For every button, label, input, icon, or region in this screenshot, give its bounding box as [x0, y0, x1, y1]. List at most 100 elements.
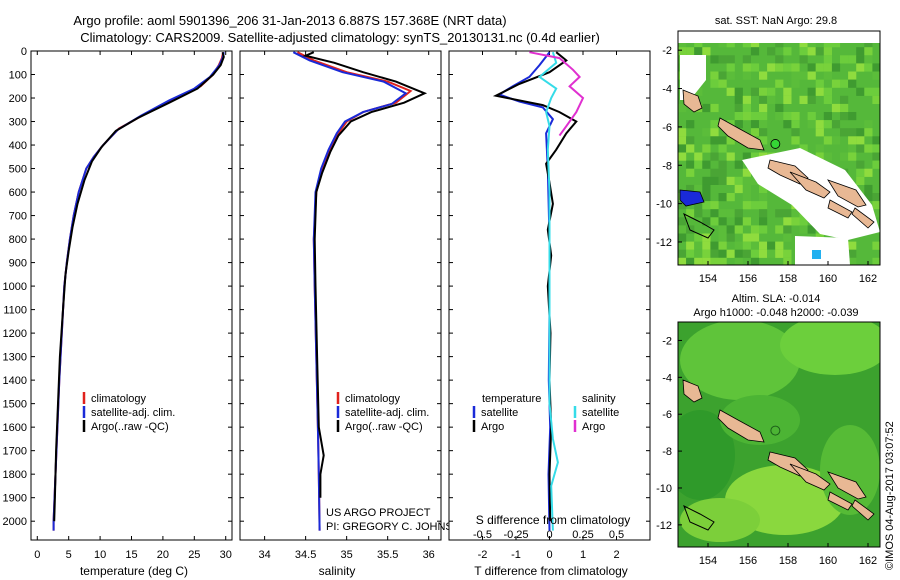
sst-texture-tile	[864, 47, 873, 56]
sst-texture-tile	[759, 241, 768, 250]
sst-texture-tile	[694, 87, 703, 96]
sla-map-frame	[677, 321, 881, 548]
sst-texture-tile	[759, 217, 768, 226]
sst-texture-tile	[686, 160, 695, 169]
map-x-tick-label: 162	[859, 555, 877, 567]
sst-texture-tile	[872, 193, 880, 202]
y-tick-label: 800	[9, 234, 27, 246]
sst-texture-tile	[710, 55, 719, 64]
sst-texture-tile	[686, 120, 695, 129]
legend-sal-satellite-label: satellite	[582, 407, 619, 419]
argo-location-marker	[770, 139, 781, 149]
sst-texture-tile	[807, 39, 816, 48]
map-x-tick-label: 160	[819, 273, 837, 285]
sst-texture-tile	[783, 63, 792, 72]
sst-texture-tile	[750, 249, 760, 258]
salinity-legend: climatology satellite-adj. clim. Argo(..…	[336, 392, 429, 433]
x-tick-label: -2	[478, 549, 488, 561]
sst-texture-tile	[702, 217, 711, 226]
series-salinity-argo-line	[529, 51, 585, 137]
sst-texture-tile	[823, 95, 832, 104]
difference-xlabel: T difference from climatology	[474, 564, 628, 578]
sst-texture-tile	[783, 233, 792, 242]
sst-texture-tile	[742, 193, 751, 202]
sst-texture-tile	[710, 168, 719, 177]
sst-texture-tile	[718, 55, 727, 64]
y-tick-label: 500	[9, 164, 27, 176]
sst-cell-highlight	[812, 250, 821, 259]
sst-texture-tile	[775, 112, 784, 121]
sst-texture-tile	[815, 120, 824, 129]
sst-texture-tile	[872, 257, 880, 265]
map-y-tick-label: -2	[662, 45, 672, 57]
top-x-tick-label: 0.5	[609, 529, 624, 541]
sst-texture-tile	[678, 201, 687, 210]
sst-texture-tile	[783, 225, 792, 234]
sst-texture-tile	[726, 136, 735, 145]
sst-texture-tile	[750, 39, 760, 48]
x-tick-label: 35.5	[377, 549, 398, 561]
sst-texture-tile	[807, 47, 816, 56]
sst-texture-tile	[856, 63, 865, 72]
sst-texture-tile	[872, 87, 880, 96]
y-tick-label: 300	[9, 117, 27, 129]
sst-texture-tile	[702, 160, 711, 169]
sst-texture-tile	[734, 95, 743, 104]
sst-texture-tile	[686, 184, 695, 194]
sst-texture-tile	[791, 63, 800, 72]
sst-texture-tile	[848, 136, 857, 145]
sst-texture-tile	[694, 201, 703, 210]
island-shape	[682, 379, 703, 403]
sst-texture-tile	[742, 55, 751, 64]
sst-texture-tile	[767, 241, 776, 250]
x-tick-label: 0	[34, 549, 40, 561]
sst-texture-tile	[726, 209, 735, 218]
island-shape	[851, 499, 875, 521]
sst-texture-tile	[718, 79, 727, 88]
x-tick-label: 2	[613, 549, 619, 561]
map-y-tick-label: -12	[656, 237, 672, 249]
sst-texture-tile	[807, 95, 816, 104]
sst-texture-tile	[742, 233, 751, 242]
map-x-tick-label: 162	[859, 273, 877, 285]
sst-texture-tile	[734, 103, 743, 113]
sst-texture-tile	[759, 184, 768, 194]
map-y-tick-label: -10	[656, 199, 672, 211]
island-shape	[827, 491, 853, 511]
sst-texture-tile	[807, 120, 816, 129]
sst-texture-tile	[872, 241, 880, 250]
sst-texture-tile	[807, 63, 816, 72]
sst-texture-tile	[856, 144, 865, 153]
sst-texture-tile	[678, 39, 687, 48]
sst-texture-tile	[678, 128, 687, 137]
sst-texture-tile	[807, 87, 816, 96]
sst-texture-tile	[750, 225, 760, 234]
sst-texture-tile	[872, 201, 880, 210]
sst-texture-tile	[726, 87, 735, 96]
sst-texture-tile	[823, 63, 832, 72]
sst-texture-tile	[718, 71, 727, 80]
sst-texture-tile	[710, 152, 719, 161]
sst-texture-tile	[815, 128, 824, 137]
sst-texture-tile	[856, 47, 865, 56]
sst-texture-tile	[775, 79, 784, 88]
sst-texture-tile	[823, 120, 832, 129]
sst-texture-tile	[872, 144, 880, 153]
top-x-tick-label: -0.5	[473, 529, 492, 541]
y-tick-label: 600	[9, 187, 27, 199]
sst-texture-tile	[702, 144, 711, 153]
map-y-tick-label: -10	[656, 483, 672, 495]
sst-texture-tile	[678, 217, 687, 226]
sst-texture-tile	[750, 152, 760, 161]
sst-texture-tile	[742, 112, 751, 121]
sst-texture-tile	[750, 233, 760, 242]
y-tick-label: 1600	[3, 422, 27, 434]
sst-texture-tile	[848, 79, 857, 88]
top-x-tick-label: 0.25	[572, 529, 593, 541]
sst-texture-tile	[750, 87, 760, 96]
sst-texture-tile	[840, 55, 849, 64]
sst-texture-tile	[815, 87, 824, 96]
sst-texture-tile	[702, 184, 711, 194]
sst-texture-tile	[864, 184, 873, 194]
sst-texture-tile	[726, 71, 735, 80]
